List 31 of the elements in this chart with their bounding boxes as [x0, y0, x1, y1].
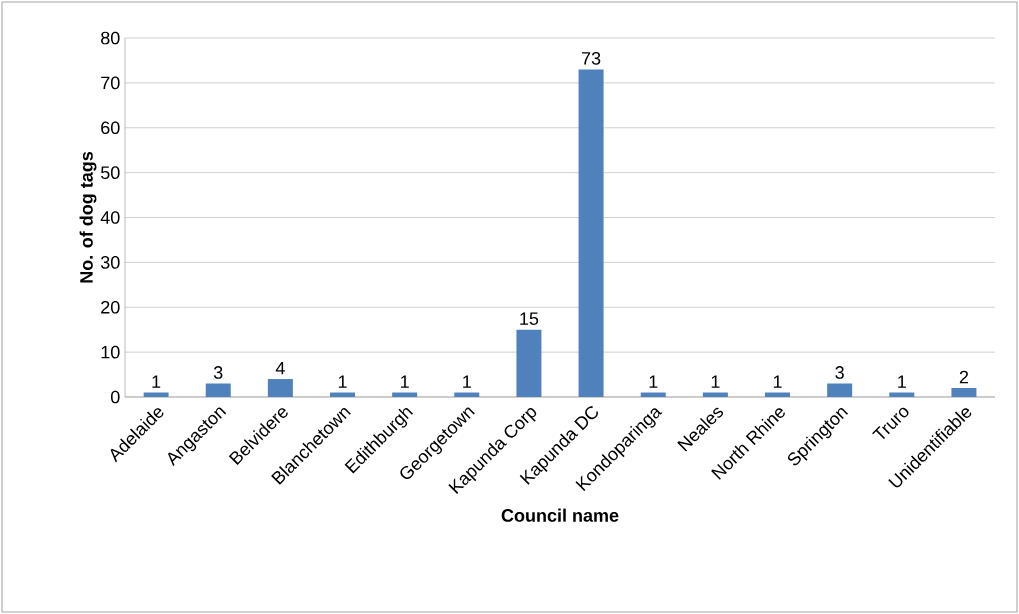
- y-tick-label: 40: [100, 211, 120, 224]
- data-label: 1: [649, 375, 658, 388]
- y-tick-label: 50: [100, 166, 120, 179]
- y-tick-label: 30: [100, 256, 120, 269]
- data-label: 4: [275, 361, 285, 375]
- y-tick-label: 0: [110, 390, 120, 404]
- data-label: 73: [581, 51, 601, 65]
- bar: [267, 379, 293, 397]
- bar: [827, 383, 853, 397]
- data-label: 1: [898, 375, 906, 388]
- bar: [516, 329, 542, 397]
- bar: [578, 69, 604, 397]
- y-tick-label: 20: [101, 300, 120, 314]
- data-label: 3: [213, 366, 223, 379]
- data-label: 15: [520, 312, 539, 325]
- y-tick-label: 70: [101, 76, 120, 90]
- data-label: 1: [463, 375, 471, 388]
- data-label: 3: [835, 366, 844, 379]
- y-tick-label: 60: [101, 121, 120, 135]
- bar: [205, 383, 231, 397]
- y-tick-label: 10: [101, 345, 120, 359]
- data-label: 1: [711, 375, 720, 388]
- y-axis-title: No. of dog tags: [79, 151, 97, 283]
- x-axis-title: Council name: [501, 508, 619, 522]
- bar: [951, 388, 977, 397]
- data-label: 2: [959, 370, 969, 384]
- y-tick-label: 80: [101, 31, 120, 45]
- data-label: 1: [773, 375, 782, 388]
- data-label: 1: [338, 375, 347, 388]
- data-label: 1: [152, 375, 161, 388]
- data-label: 1: [401, 375, 409, 388]
